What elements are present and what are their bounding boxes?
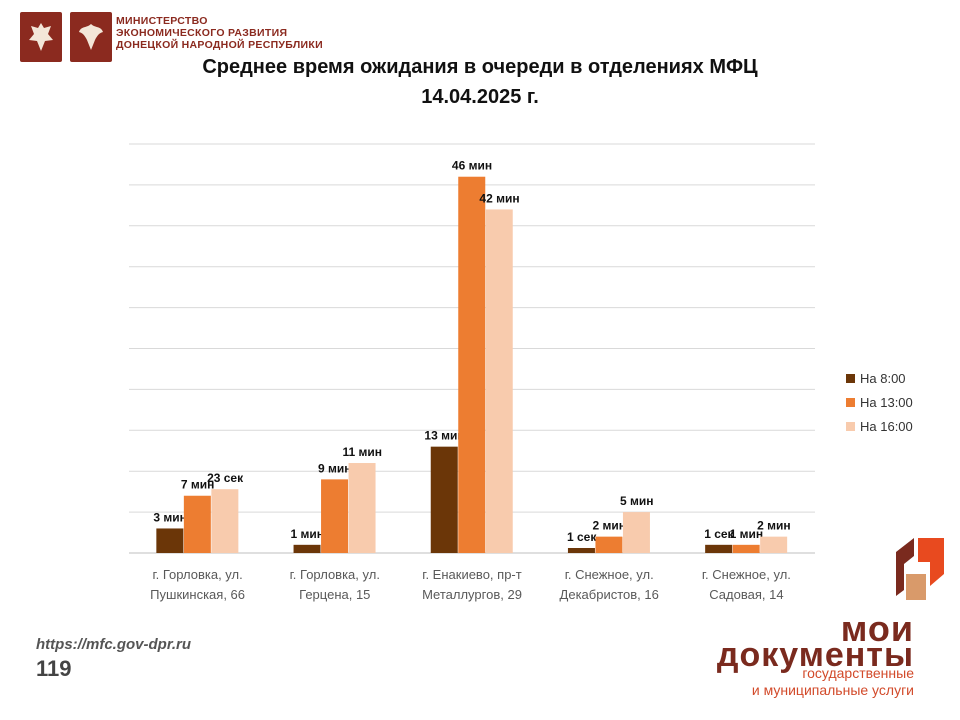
- data-label: 9 мин: [318, 461, 352, 475]
- bar: [348, 463, 376, 553]
- bar: [485, 209, 513, 553]
- bar: [458, 176, 486, 553]
- bar: [293, 544, 321, 553]
- data-label: 1 сек: [567, 530, 597, 544]
- category-label: г. Снежное, ул.: [565, 567, 654, 582]
- brand-sub-2: и муниципальные услуги: [751, 682, 914, 698]
- data-label: 2 мин: [757, 519, 791, 533]
- data-label: 13 мин: [424, 429, 464, 443]
- page-number: 119: [36, 656, 72, 681]
- data-label: 23 сек: [207, 471, 244, 485]
- legend-label-8: На 8:00: [860, 370, 906, 386]
- legend-label-13: На 13:00: [860, 394, 913, 410]
- ministry-line-3: ДОНЕЦКОЙ НАРОДНОЙ РЕСПУБЛИКИ: [116, 39, 323, 51]
- legend: На 8:00 На 13:00 На 16:00: [846, 366, 913, 438]
- bar: [705, 544, 733, 553]
- category-label: г. Снежное, ул.: [702, 567, 791, 582]
- category-label: г. Горловка, ул.: [290, 567, 380, 582]
- data-label: 1 мин: [291, 527, 325, 541]
- bar: [567, 548, 595, 553]
- bar: [183, 495, 211, 553]
- data-label: 46 мин: [452, 159, 492, 173]
- data-label: 42 мин: [479, 191, 519, 205]
- brand-word-2: документы: [716, 636, 914, 674]
- bar: [430, 446, 458, 553]
- data-label: 1 мин: [730, 527, 764, 541]
- legend-swatch-8: [846, 373, 855, 383]
- ministry-line-1: МИНИСТЕРСТВО: [116, 15, 208, 27]
- category-label: Пушкинская, 66: [150, 587, 245, 602]
- category-label: г. Енакиево, пр-т: [422, 567, 521, 582]
- category-label: Металлургов, 29: [422, 587, 522, 602]
- category-label: г. Горловка, ул.: [152, 567, 242, 582]
- ministry-name: МИНИСТЕРСТВО ЭКОНОМИЧЕСКОГО РАЗВИТИЯ ДОН…: [116, 15, 323, 51]
- ministry-line-2: ЭКОНОМИЧЕСКОГО РАЗВИТИЯ: [116, 27, 288, 39]
- bar: [156, 528, 184, 553]
- bar: [211, 489, 239, 553]
- data-label: 3 мин: [153, 510, 187, 524]
- category-label: Герцена, 15: [299, 587, 370, 602]
- data-label: 1 сек: [704, 527, 734, 541]
- bar: [622, 512, 650, 553]
- data-label: 11 мин: [343, 445, 383, 459]
- data-label: 5 мин: [620, 494, 654, 508]
- legend-item-16: На 16:00: [846, 414, 913, 438]
- brand-sub-1: государственные: [802, 665, 914, 681]
- site-url: https://mfc.gov-dpr.ru: [36, 636, 191, 653]
- category-label: Декабристов, 16: [560, 587, 659, 602]
- bar: [321, 479, 349, 553]
- legend-item-13: На 13:00: [846, 390, 913, 414]
- category-label: Садовая, 14: [709, 587, 783, 602]
- brand-word-1: мои: [840, 608, 914, 649]
- ministry-header: МИНИСТЕРСТВО ЭКОНОМИЧЕСКОГО РАЗВИТИЯ ДОН…: [20, 12, 360, 64]
- bar: [760, 536, 788, 553]
- data-label: 7 мин: [181, 478, 215, 492]
- chart-title: Среднее время ожидания в очереди в отдел…: [202, 56, 758, 78]
- bar: [732, 544, 760, 553]
- data-label: 2 мин: [592, 519, 626, 533]
- brand-block: мои документы государственные и муниципа…: [716, 530, 950, 710]
- mfc-logo-icon: [896, 538, 944, 600]
- chart-subtitle-date: 14.04.2025 г.: [421, 86, 539, 108]
- dpr-eagle-icon: [70, 12, 112, 62]
- legend-label-16: На 16:00: [860, 418, 913, 434]
- bar: [595, 536, 623, 553]
- legend-swatch-13: [846, 397, 855, 407]
- legend-item-8: На 8:00: [846, 366, 913, 390]
- legend-swatch-16: [846, 421, 855, 431]
- coat-of-arms-icon: [20, 12, 62, 62]
